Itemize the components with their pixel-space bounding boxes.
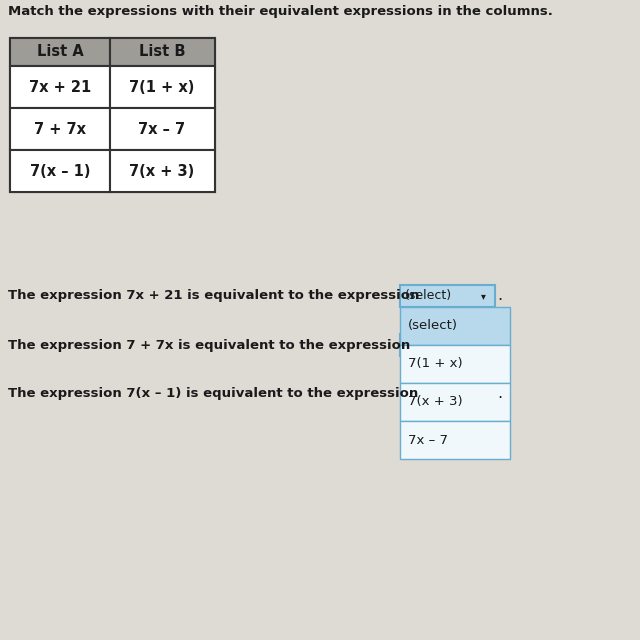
Bar (400, 285, 495, 307)
Bar (400, 334, 416, 356)
Bar (10, 38, 110, 66)
Bar (110, 150, 215, 192)
Text: (select): (select) (408, 319, 458, 333)
Text: .: . (497, 289, 502, 303)
Bar (400, 421, 510, 459)
Text: The expression 7(x – 1) is equivalent to the expression: The expression 7(x – 1) is equivalent to… (8, 387, 419, 399)
Bar (110, 66, 215, 108)
Bar (10, 150, 110, 192)
Text: Match the expressions with their equivalent expressions in the columns.: Match the expressions with their equival… (8, 5, 553, 18)
Bar (10, 108, 110, 150)
Text: .: . (497, 385, 502, 401)
Bar (110, 108, 215, 150)
Text: ▾: ▾ (481, 291, 485, 301)
Bar (400, 307, 510, 345)
Text: 7x – 7: 7x – 7 (138, 122, 186, 136)
Text: 7(x + 3): 7(x + 3) (129, 163, 195, 179)
Text: 7x + 21: 7x + 21 (29, 79, 91, 95)
Bar (400, 345, 510, 383)
Text: 7(1 + x): 7(1 + x) (408, 358, 463, 371)
Text: 7(x – 1): 7(x – 1) (29, 163, 90, 179)
Text: The expression 7x + 21 is equivalent to the expression: The expression 7x + 21 is equivalent to … (8, 289, 419, 303)
Bar (10, 66, 110, 108)
Text: The expression 7 + 7x is equivalent to the expression: The expression 7 + 7x is equivalent to t… (8, 339, 410, 351)
Text: 7 + 7x: 7 + 7x (34, 122, 86, 136)
Text: List A: List A (36, 45, 83, 60)
Text: 7(1 + x): 7(1 + x) (129, 79, 195, 95)
Bar (400, 383, 510, 421)
Bar (10, 38, 215, 192)
Text: 7x – 7: 7x – 7 (408, 433, 448, 447)
Bar (110, 38, 215, 66)
Text: List B: List B (139, 45, 185, 60)
Text: 7(x + 3): 7(x + 3) (408, 396, 463, 408)
Text: (select): (select) (405, 289, 452, 303)
